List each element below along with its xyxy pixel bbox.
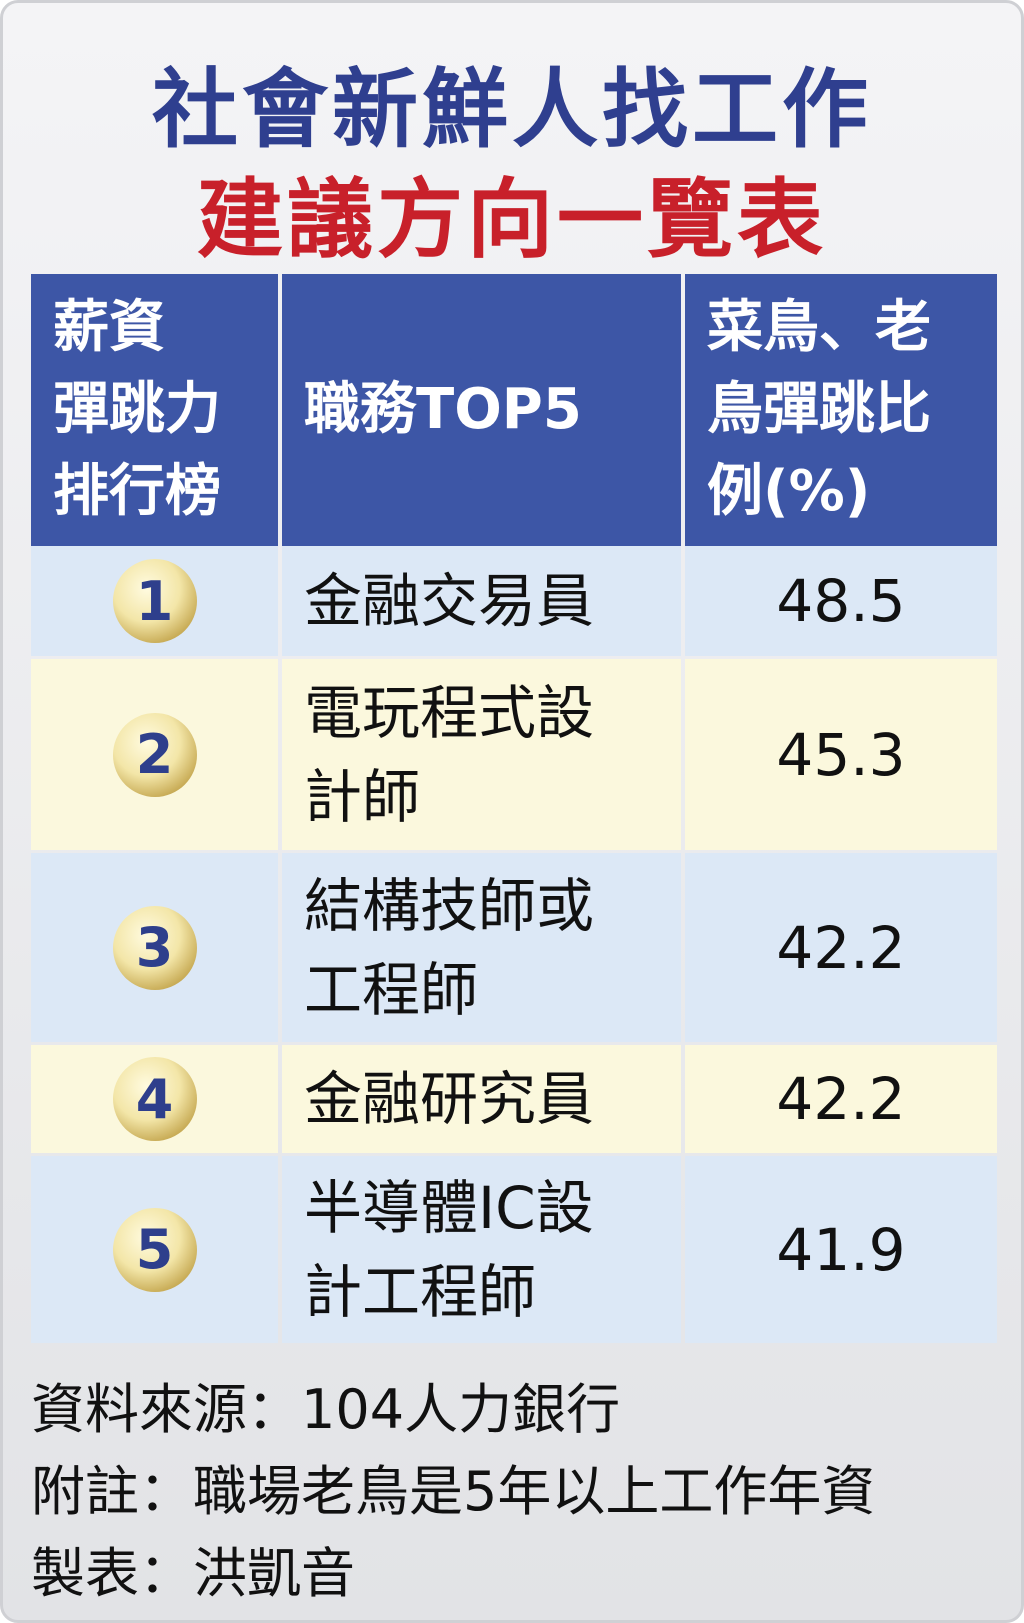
value-cell: 42.2 <box>685 853 997 1042</box>
rank-badge: 3 <box>112 905 197 990</box>
value-cell: 45.3 <box>685 659 997 850</box>
header-lines: 薪資 彈跳力 排行榜 <box>53 287 221 533</box>
job-text: 半導體IC設計工程師 <box>304 1173 594 1326</box>
job-text: 金融研究員 <box>304 1065 595 1133</box>
footer-note: 附註：職場老鳥是5年以上工作年資 <box>31 1460 876 1523</box>
rank-badge: 2 <box>112 712 197 797</box>
subtitle: 建議方向一覽表 <box>197 170 827 270</box>
header-text: 鳥彈跳比 <box>707 377 931 442</box>
header-text: 菜鳥、老 <box>707 295 931 360</box>
job-text: 金融交易員 <box>304 567 595 635</box>
value-cell: 41.9 <box>685 1156 997 1343</box>
job-cell: 結構技師或工程師 <box>282 853 681 1042</box>
rank-badge: 5 <box>112 1207 197 1292</box>
rank-badge: 1 <box>112 559 197 643</box>
header-cell: 職務TOP5 <box>282 274 681 546</box>
header-text: 排行榜 <box>53 459 221 524</box>
rank-cell: 3 <box>31 853 278 1042</box>
job-cell: 金融交易員 <box>282 546 681 656</box>
header-lines: 菜鳥、老鳥彈跳比例(%) <box>707 287 931 533</box>
footer-note: 資料來源：104人力銀行 <box>31 1378 621 1441</box>
header-text: 職務TOP5 <box>304 377 582 442</box>
footer-note: 製表：洪凱音 <box>31 1542 355 1605</box>
rank-cell: 2 <box>31 659 278 850</box>
value-cell: 42.2 <box>685 1045 997 1153</box>
rank-cell: 5 <box>31 1156 278 1343</box>
header-text: 彈跳力 <box>53 377 221 442</box>
job-cell: 半導體IC設計工程師 <box>282 1156 681 1343</box>
job-text: 結構技師或工程師 <box>304 871 595 1024</box>
rank-cell: 1 <box>31 546 278 656</box>
header-text: 薪資 <box>53 295 165 360</box>
header-lines: 職務TOP5 <box>304 369 582 451</box>
header-text: 例(%) <box>707 459 871 524</box>
value-cell: 48.5 <box>685 546 997 656</box>
header-cell: 薪資 彈跳力 排行榜 <box>31 274 278 546</box>
job-cell: 金融研究員 <box>282 1045 681 1153</box>
rank-cell: 4 <box>31 1045 278 1153</box>
rank-badge: 4 <box>112 1057 197 1141</box>
title: 社會新鮮人找工作 <box>152 60 872 160</box>
job-text: 電玩程式設計師 <box>304 678 595 831</box>
header-cell: 菜鳥、老鳥彈跳比例(%) <box>685 274 997 546</box>
job-cell: 電玩程式設計師 <box>282 659 681 850</box>
